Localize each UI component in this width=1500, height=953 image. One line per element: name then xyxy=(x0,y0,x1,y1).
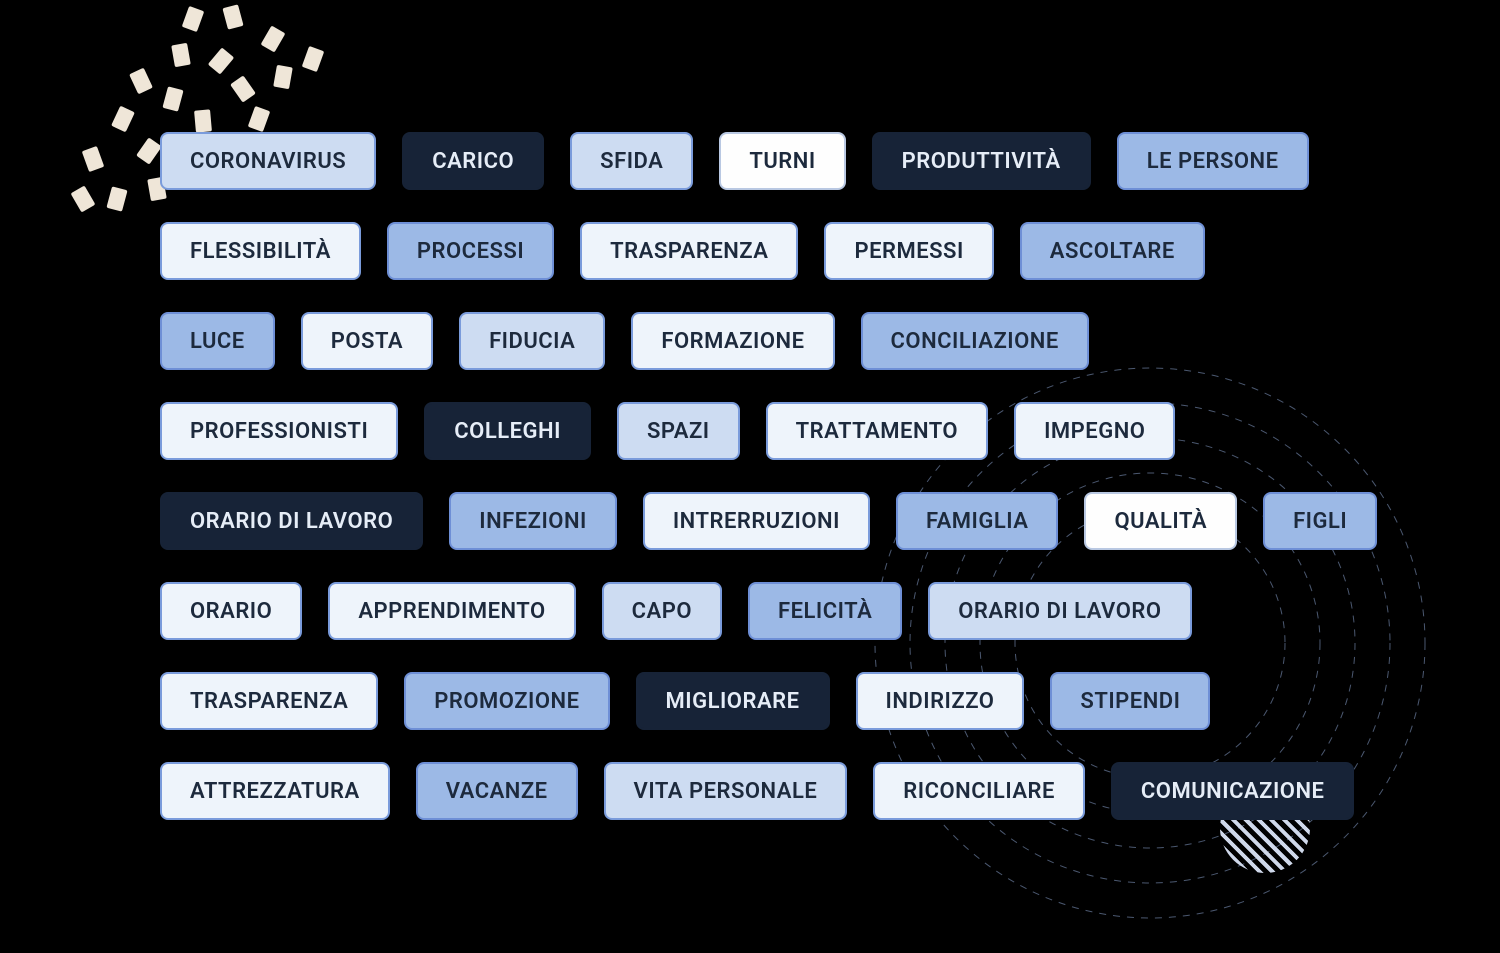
tag-row: FLESSIBILITÀ PROCESSI TRASPARENZA PERMESSI A… xyxy=(160,222,1340,280)
tag: FELICITÀ xyxy=(748,582,902,640)
tag: ATTREZZATURA xyxy=(160,762,390,820)
tag: INTRERRUZIONI xyxy=(643,492,870,550)
tag: IMPEGNO xyxy=(1014,402,1175,460)
tag: COLLEGHI xyxy=(424,402,591,460)
tag: QUALITÀ xyxy=(1084,492,1237,550)
tag-row: ORARIO DI LAVORO INFEZIONI INTRERRUZIONI FA… xyxy=(160,492,1340,550)
tag-row: TRASPARENZA PROMOZIONE MIGLIORARE INDIRIZZO… xyxy=(160,672,1340,730)
tag: CORONAVIRUS xyxy=(160,132,376,190)
tag: PROFESSIONISTI xyxy=(160,402,398,460)
tag-row: CORONAVIRUS CARICO SFIDA TURNI PRODUTTIVITÀ L… xyxy=(160,132,1340,190)
tag: PERMESSI xyxy=(824,222,993,280)
tag: INFEZIONI xyxy=(449,492,617,550)
tag: POSTA xyxy=(301,312,433,370)
tag: ASCOLTARE xyxy=(1020,222,1205,280)
tag-row: ORARIO APPRENDIMENTO CAPO FELICITÀ ORARIO DI… xyxy=(160,582,1340,640)
tag: TURNI xyxy=(719,132,845,190)
tag: FLESSIBILITÀ xyxy=(160,222,361,280)
tag: CAPO xyxy=(602,582,722,640)
tag: FAMIGLIA xyxy=(896,492,1059,550)
tag: CARICO xyxy=(402,132,544,190)
tag: PROMOZIONE xyxy=(404,672,609,730)
tag: RICONCILIARE xyxy=(873,762,1085,820)
tag: FIGLI xyxy=(1263,492,1377,550)
tag: MIGLIORARE xyxy=(636,672,830,730)
tag: APPRENDIMENTO xyxy=(328,582,575,640)
tag: FORMAZIONE xyxy=(631,312,834,370)
tag: TRASPARENZA xyxy=(160,672,378,730)
tag: INDIRIZZO xyxy=(856,672,1025,730)
tag: COMUNICAZIONE xyxy=(1111,762,1355,820)
tag-row: LUCE POSTA FIDUCIA FORMAZIONE CONCILIAZIONE xyxy=(160,312,1340,370)
stage: CORONAVIRUS CARICO SFIDA TURNI PRODUTTIVITÀ L… xyxy=(0,0,1500,953)
tag: LUCE xyxy=(160,312,275,370)
tag: STIPENDI xyxy=(1050,672,1210,730)
tag: VITA PERSONALE xyxy=(604,762,848,820)
tag: SPAZI xyxy=(617,402,740,460)
tag: ORARIO xyxy=(160,582,302,640)
tag: LE PERSONE xyxy=(1117,132,1309,190)
tag: CONCILIAZIONE xyxy=(861,312,1089,370)
tag: TRATTAMENTO xyxy=(766,402,988,460)
tag: PRODUTTIVITÀ xyxy=(872,132,1091,190)
tag: TRASPARENZA xyxy=(580,222,798,280)
tag-row: ATTREZZATURA VACANZE VITA PERSONALE RICONCI… xyxy=(160,762,1340,820)
tag: FIDUCIA xyxy=(459,312,605,370)
tag-row: PROFESSIONISTI COLLEGHI SPAZI TRATTAMENTO IM… xyxy=(160,402,1340,460)
tag: SFIDA xyxy=(570,132,693,190)
tag: ORARIO DI LAVORO xyxy=(160,492,423,550)
tag: PROCESSI xyxy=(387,222,554,280)
tag: VACANZE xyxy=(416,762,578,820)
tag-cloud: CORONAVIRUS CARICO SFIDA TURNI PRODUTTIVITÀ L… xyxy=(160,132,1340,852)
tag: ORARIO DI LAVORO xyxy=(928,582,1191,640)
